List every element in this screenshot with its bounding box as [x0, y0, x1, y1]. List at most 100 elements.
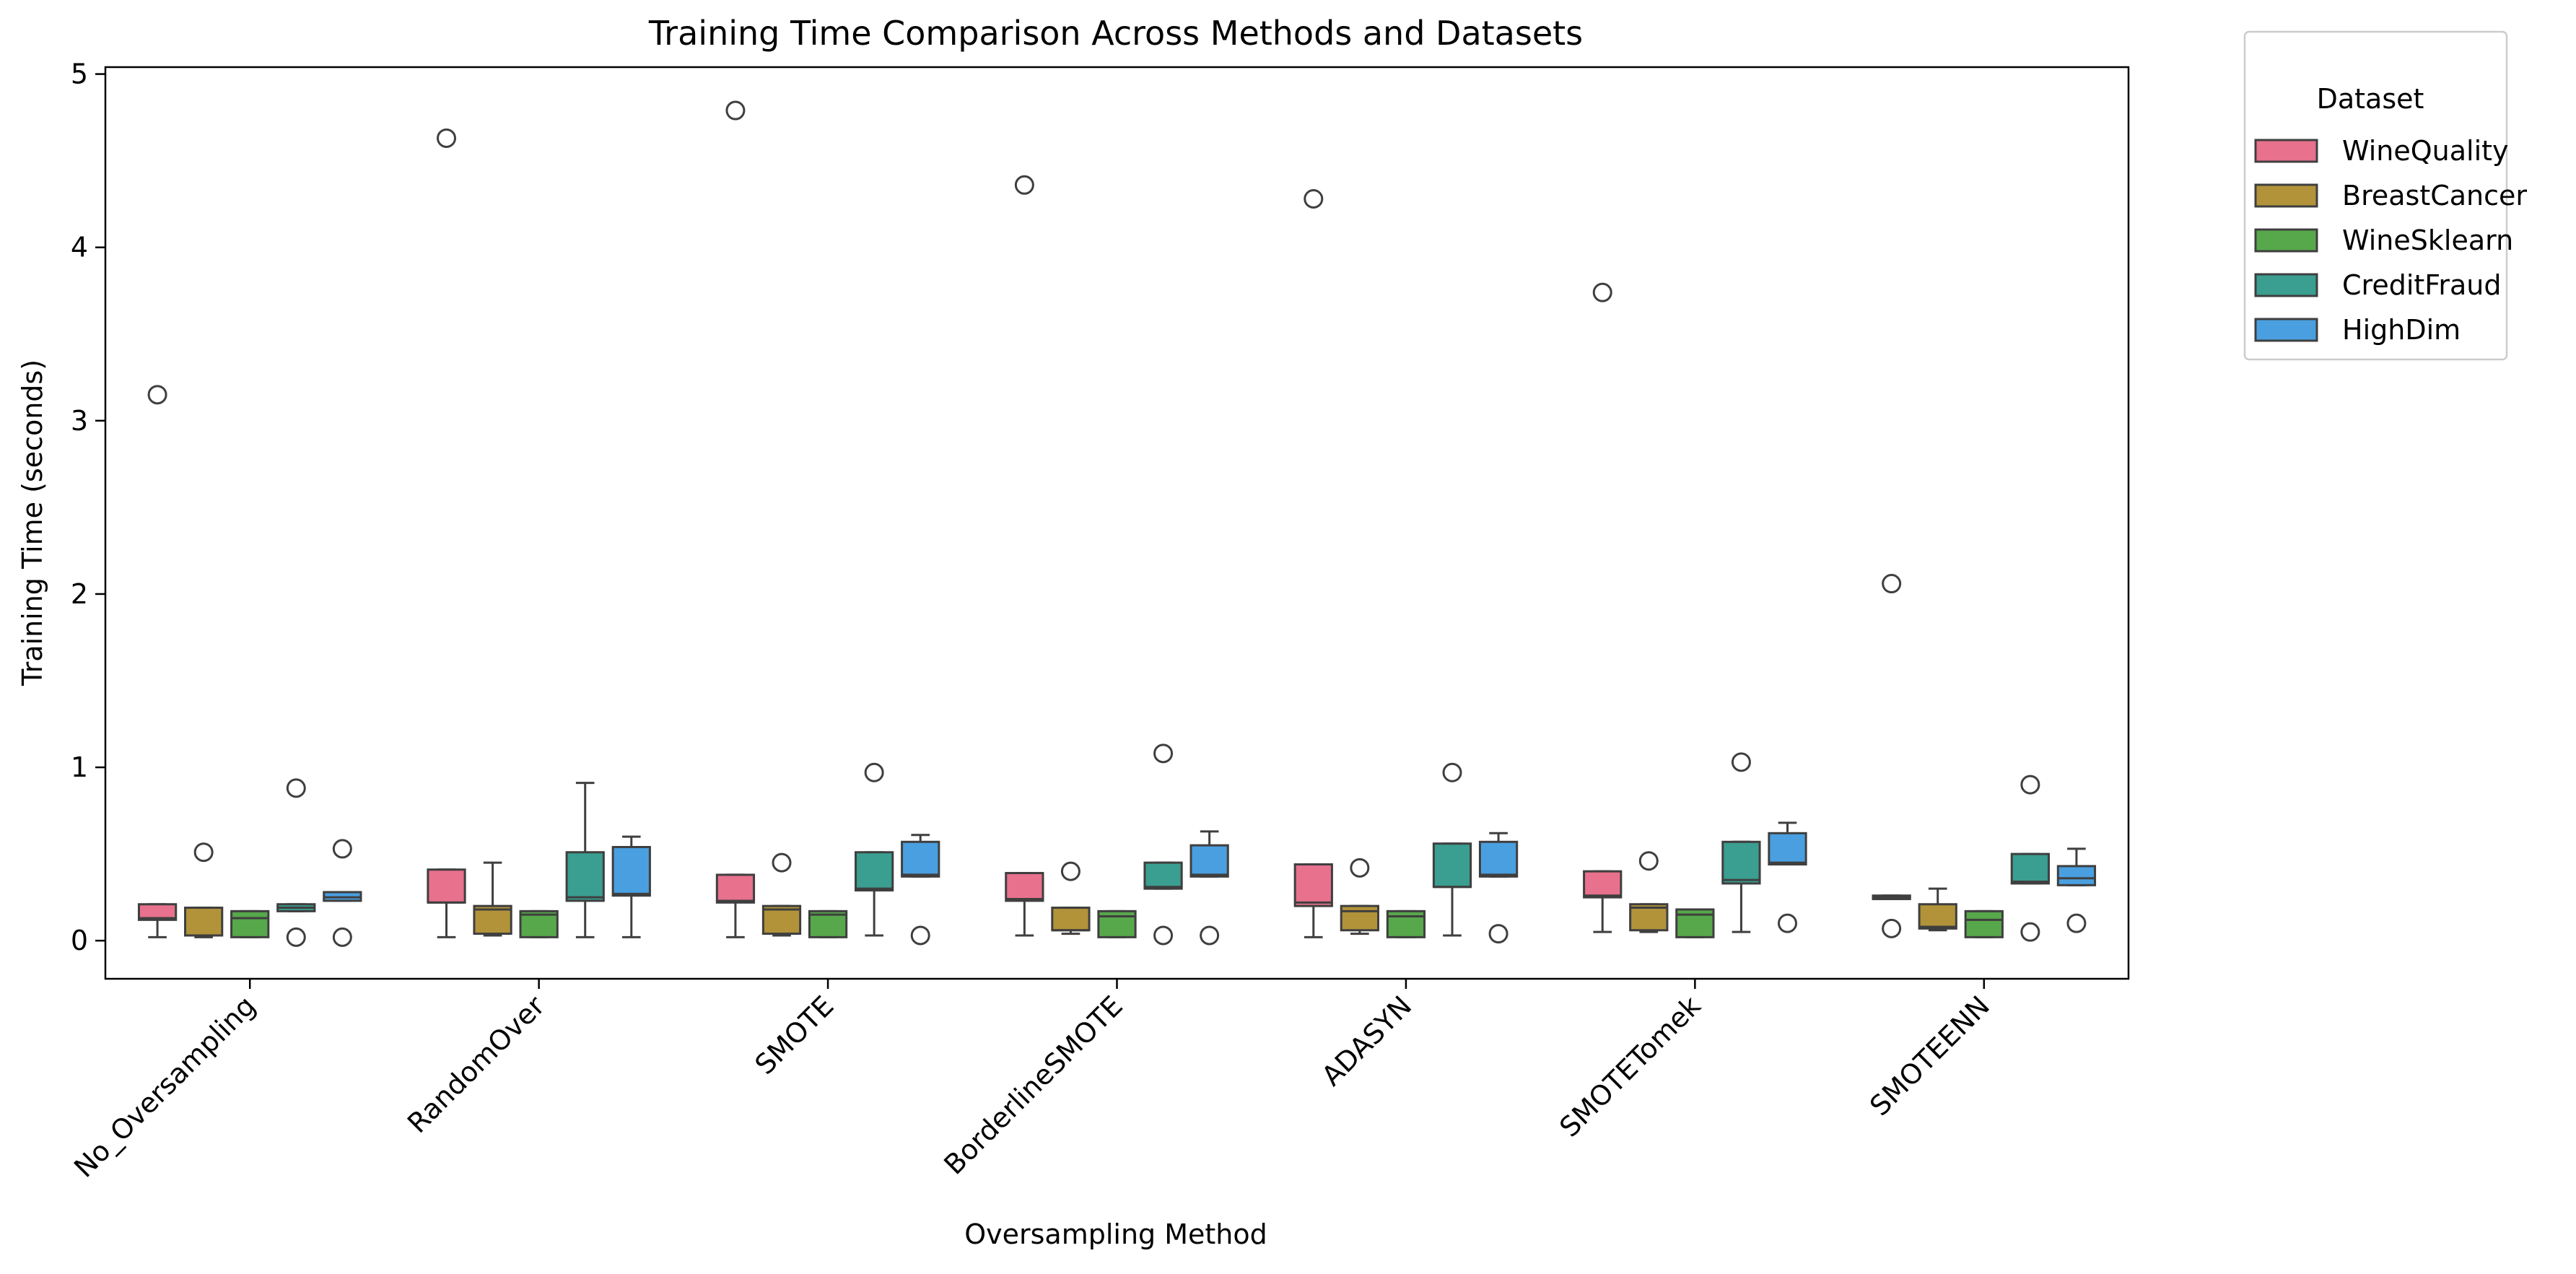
- legend-label: CreditFraud: [2342, 269, 2502, 301]
- outlier-point: [1882, 918, 1902, 938]
- box-body: [1964, 909, 2004, 938]
- legend-item-WineQuality: WineQuality: [2254, 135, 2509, 167]
- legend-title: Dataset: [2317, 83, 2424, 115]
- y-tick-label: 0: [71, 925, 88, 956]
- box-HighDim-ADASYN: [1478, 832, 1519, 944]
- outlier-point: [1638, 851, 1659, 871]
- box-WineQuality-SMOTE: [715, 100, 756, 938]
- series-WineSklearn: [230, 908, 2004, 938]
- y-axis: 0 1 2 3 4 5: [71, 58, 105, 956]
- outlier-point: [332, 927, 352, 947]
- box-body: [1386, 909, 1426, 938]
- box-BreastCancer-SMOTETomek: [1629, 851, 1669, 933]
- box-body: [1918, 903, 1957, 930]
- box-body: [1721, 840, 1761, 885]
- box-body: [1583, 870, 1623, 899]
- box-BreastCancer-SMOTE: [761, 852, 802, 937]
- plot-area: [137, 100, 2097, 947]
- box-HighDim-BorderlineSMOTE: [1189, 830, 1229, 946]
- legend-swatch: [2254, 228, 2318, 253]
- box-body: [611, 846, 651, 897]
- box-body: [473, 904, 512, 935]
- outlier-point: [772, 852, 792, 873]
- outlier-point: [2066, 913, 2087, 933]
- box-body: [1478, 840, 1519, 878]
- outlier-point: [1304, 188, 1324, 209]
- box-CreditFraud-BorderlineSMOTE: [1143, 743, 1183, 946]
- outlier-point: [1014, 175, 1034, 195]
- box-body: [1051, 907, 1091, 932]
- series-CreditFraud: [276, 743, 2050, 947]
- box-body: [1097, 909, 1137, 938]
- box-BreastCancer-BorderlineSMOTE: [1051, 861, 1091, 935]
- box-WineQuality-SMOTEENN: [1872, 574, 1911, 938]
- box-body: [230, 909, 270, 938]
- box-body: [1432, 842, 1472, 889]
- outlier-point: [286, 778, 306, 798]
- box-CreditFraud-No_Oversampling: [276, 778, 316, 947]
- legend-label: HighDim: [2342, 314, 2461, 346]
- box-WineSklearn-No_Oversampling: [230, 909, 270, 938]
- outlier-point: [1200, 925, 1220, 946]
- y-tick-label: 4: [71, 232, 88, 263]
- box-WineQuality-SMOTETomek: [1583, 282, 1623, 933]
- box-body: [855, 851, 894, 892]
- box-BreastCancer-SMOTEENN: [1918, 887, 1957, 932]
- series-BreastCancer: [184, 842, 1957, 938]
- box-body: [761, 904, 802, 935]
- box-body: [137, 903, 178, 921]
- outlier-point: [2020, 922, 2040, 942]
- box-body: [1143, 861, 1183, 890]
- outlier-point: [286, 927, 306, 947]
- box-WineQuality-No_Oversampling: [137, 385, 178, 938]
- box-CreditFraud-SMOTETomek: [1721, 752, 1761, 933]
- box-body: [565, 851, 605, 902]
- outlier-point: [332, 839, 352, 859]
- legend-label: BreastCancer: [2342, 180, 2527, 211]
- box-CreditFraud-RandomOver: [565, 782, 605, 938]
- box-WineSklearn-RandomOver: [519, 909, 559, 938]
- box-body: [1005, 872, 1044, 902]
- box-body: [1340, 904, 1379, 932]
- y-axis-title: Training Time (seconds): [17, 359, 48, 686]
- box-WineSklearn-SMOTE: [808, 909, 848, 938]
- legend: Dataset WineQuality BreastCancer WineSklea…: [2243, 30, 2527, 361]
- box-body: [2010, 852, 2050, 885]
- outlier-point: [1442, 762, 1462, 782]
- box-body: [715, 873, 756, 904]
- box-CreditFraud-SMOTEENN: [2010, 775, 2050, 942]
- outlier-point: [1153, 743, 1174, 764]
- box-body: [901, 840, 940, 878]
- box-WineSklearn-ADASYN: [1386, 909, 1426, 938]
- outlier-point: [1882, 574, 1902, 594]
- outlier-point: [1488, 924, 1509, 944]
- outlier-point: [1153, 925, 1174, 946]
- legend-label: WineQuality: [2342, 135, 2509, 167]
- x-axis-title: Oversampling Method: [964, 1218, 1267, 1250]
- outlier-point: [864, 762, 884, 782]
- legend-swatch: [2254, 273, 2318, 297]
- outlier-point: [1060, 861, 1080, 881]
- box-HighDim-SMOTEENN: [2056, 847, 2097, 933]
- box-body: [1293, 863, 1333, 907]
- series-HighDim: [323, 821, 2097, 947]
- box-WineQuality-RandomOver: [427, 128, 466, 938]
- outlier-point: [437, 128, 457, 148]
- outlier-point: [1350, 858, 1370, 878]
- y-tick-label: 1: [71, 751, 88, 783]
- legend-swatch: [2254, 318, 2318, 342]
- y-tick-label: 3: [71, 405, 88, 437]
- legend-swatch: [2254, 183, 2318, 208]
- legend-label: WineSklearn: [2342, 224, 2513, 256]
- legend-item-CreditFraud: CreditFraud: [2254, 269, 2502, 301]
- box-body: [2056, 865, 2097, 886]
- box-BreastCancer-ADASYN: [1340, 858, 1379, 935]
- box-WineQuality-ADASYN: [1293, 188, 1333, 938]
- box-BreastCancer-No_Oversampling: [184, 842, 224, 938]
- outlier-point: [1731, 752, 1751, 772]
- y-tick-label: 2: [71, 578, 88, 610]
- series-WineQuality: [137, 100, 1911, 938]
- box-HighDim-RandomOver: [611, 835, 651, 938]
